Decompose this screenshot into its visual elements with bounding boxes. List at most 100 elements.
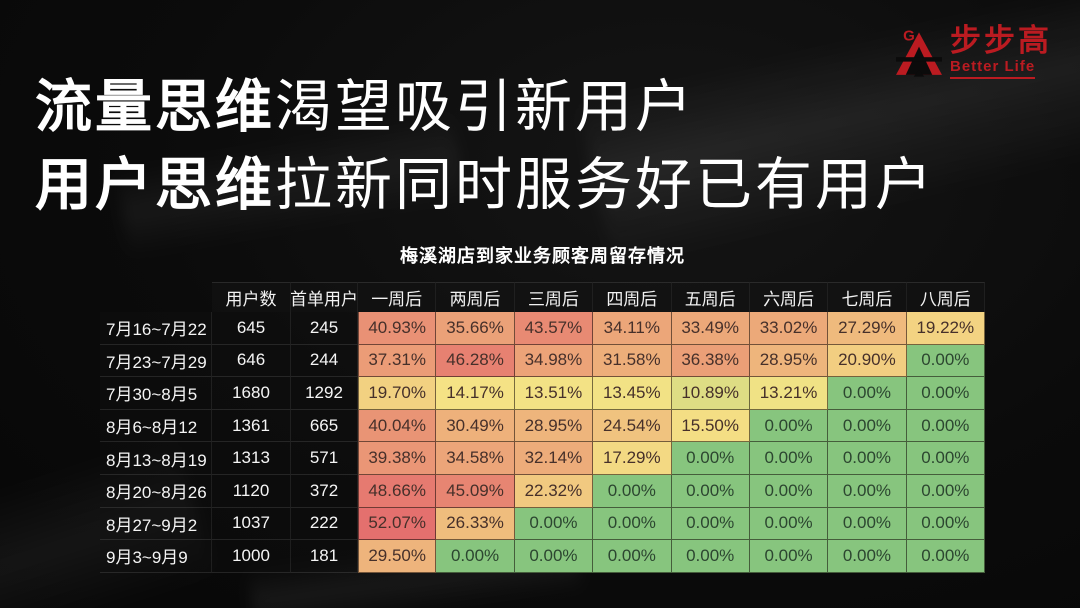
retention-cell: 46.28% <box>436 344 515 378</box>
retention-cell: 13.21% <box>749 377 829 410</box>
retention-cell: 27.29% <box>828 312 907 345</box>
retention-cell: 0.00% <box>828 442 907 475</box>
table-title: 梅溪湖店到家业务顾客周留存情况 <box>400 246 685 266</box>
retention-cell: 24.54% <box>593 409 672 443</box>
retention-cell: 28.95% <box>514 409 594 443</box>
retention-cell: 28.95% <box>749 344 829 378</box>
table-row: 8月13~8月19 1313 571 39.38% 34.58% 32.14% 17.29%… <box>100 442 985 475</box>
retention-cell: 0.00% <box>436 540 515 573</box>
retention-cell: 14.17% <box>436 377 515 410</box>
table-header-row: 用户数 首单用户 一周后 两周后 三周后 四周后 五周后 六周后 七周后 八周后 <box>100 282 985 312</box>
users-cell: 1313 <box>212 442 291 475</box>
users-cell: 1120 <box>212 474 291 508</box>
logo-name: 步步高 <box>950 23 1052 58</box>
column-header: 两周后 <box>436 282 515 312</box>
table-grid: 用户数 首单用户 一周后 两周后 三周后 四周后 五周后 六周后 七周后 八周后 7月16~7月22… <box>100 282 985 573</box>
retention-cell: 19.70% <box>358 377 437 410</box>
retention-cell: 48.66% <box>358 474 437 508</box>
retention-cell: 35.66% <box>436 312 515 345</box>
company-logo: G 步步高 Better Life <box>896 24 1052 79</box>
retention-cell: 0.00% <box>828 474 907 508</box>
table-row: 8月20~8月26 1120 372 48.66% 45.09% 22.32% 0.00% 0… <box>100 474 985 508</box>
retention-cell: 0.00% <box>671 507 750 541</box>
logo-tagline: Better Life <box>950 58 1036 79</box>
period-cell: 8月6~8月12 <box>100 409 212 443</box>
retention-cell: 30.49% <box>436 409 515 443</box>
retention-cell: 0.00% <box>906 507 985 541</box>
retention-table: 梅溪湖店到家业务顾客周留存情况 用户数 首单用户 一周后 两周后 三周后 四周后 五周后 六周… <box>100 234 985 573</box>
period-cell: 7月16~7月22 <box>100 312 212 345</box>
retention-cell: 0.00% <box>671 540 750 573</box>
retention-cell: 19.22% <box>906 312 985 345</box>
logo-monogram: G <box>903 27 915 44</box>
headline-text: 渴望吸引新用户 <box>275 75 695 139</box>
column-header: 首单用户 <box>291 282 358 312</box>
retention-cell: 34.98% <box>514 344 594 378</box>
first-order-cell: 181 <box>291 540 358 573</box>
retention-cell: 0.00% <box>906 540 985 573</box>
period-cell: 9月3~9月9 <box>100 540 212 573</box>
period-cell: 8月20~8月26 <box>100 474 212 508</box>
retention-cell: 0.00% <box>671 474 750 508</box>
column-header: 七周后 <box>828 282 907 312</box>
table-row: 8月6~8月12 1361 665 40.04% 30.49% 28.95% 24.54% 1… <box>100 409 985 443</box>
retention-cell: 32.14% <box>514 442 594 475</box>
retention-cell: 31.58% <box>593 344 672 378</box>
retention-cell: 34.58% <box>436 442 515 475</box>
retention-cell: 37.31% <box>358 344 437 378</box>
users-cell: 1000 <box>212 540 291 573</box>
bbk-mountain-icon: G <box>896 27 942 77</box>
retention-cell: 29.50% <box>358 540 437 573</box>
retention-cell: 0.00% <box>671 442 750 475</box>
period-cell: 8月13~8月19 <box>100 442 212 475</box>
first-order-cell: 372 <box>291 474 358 508</box>
first-order-cell: 244 <box>291 344 358 378</box>
retention-cell: 0.00% <box>593 540 672 573</box>
period-cell: 7月30~8月5 <box>100 377 212 410</box>
first-order-cell: 571 <box>291 442 358 475</box>
retention-cell: 40.93% <box>358 312 437 345</box>
retention-cell: 0.00% <box>749 507 829 541</box>
first-order-cell: 245 <box>291 312 358 345</box>
retention-cell: 39.38% <box>358 442 437 475</box>
retention-cell: 0.00% <box>906 409 985 443</box>
headline-emphasis: 用户思维 <box>35 153 275 217</box>
users-cell: 646 <box>212 344 291 378</box>
column-header: 用户数 <box>212 282 291 312</box>
retention-cell: 0.00% <box>828 507 907 541</box>
users-cell: 1361 <box>212 409 291 443</box>
retention-cell: 26.33% <box>436 507 515 541</box>
table-corner-cell <box>100 282 212 312</box>
first-order-cell: 1292 <box>291 377 358 410</box>
column-header: 一周后 <box>358 282 437 312</box>
retention-cell: 0.00% <box>593 474 672 508</box>
retention-cell: 40.04% <box>358 409 437 443</box>
table-row: 8月27~9月2 1037 222 52.07% 26.33% 0.00% 0.00% 0.0… <box>100 507 985 541</box>
retention-cell: 52.07% <box>358 507 437 541</box>
retention-cell: 0.00% <box>749 540 829 573</box>
period-cell: 7月23~7月29 <box>100 344 212 378</box>
column-header: 五周后 <box>671 282 750 312</box>
headline-emphasis: 流量思维 <box>35 75 275 139</box>
first-order-cell: 665 <box>291 409 358 443</box>
headline: 流量思维渴望吸引新用户 用户思维拉新同时服务好已有用户 <box>35 68 935 224</box>
table-row: 7月30~8月5 1680 1292 19.70% 14.17% 13.51% 13.45%… <box>100 377 985 410</box>
retention-cell: 17.29% <box>593 442 672 475</box>
logo-text: 步步高 Better Life <box>950 24 1052 79</box>
retention-cell: 15.50% <box>671 409 750 443</box>
users-cell: 1037 <box>212 507 291 541</box>
retention-cell: 0.00% <box>906 474 985 508</box>
retention-cell: 0.00% <box>906 377 985 410</box>
column-header: 三周后 <box>514 282 594 312</box>
retention-cell: 0.00% <box>906 344 985 378</box>
retention-cell: 0.00% <box>906 442 985 475</box>
retention-cell: 0.00% <box>749 409 829 443</box>
table-row: 7月23~7月29 646 244 37.31% 46.28% 34.98% 31.58% 3… <box>100 344 985 378</box>
retention-cell: 13.45% <box>593 377 672 410</box>
column-header: 六周后 <box>749 282 829 312</box>
retention-cell: 0.00% <box>749 474 829 508</box>
retention-cell: 0.00% <box>749 442 829 475</box>
retention-cell: 34.11% <box>593 312 672 345</box>
retention-cell: 36.38% <box>671 344 750 378</box>
